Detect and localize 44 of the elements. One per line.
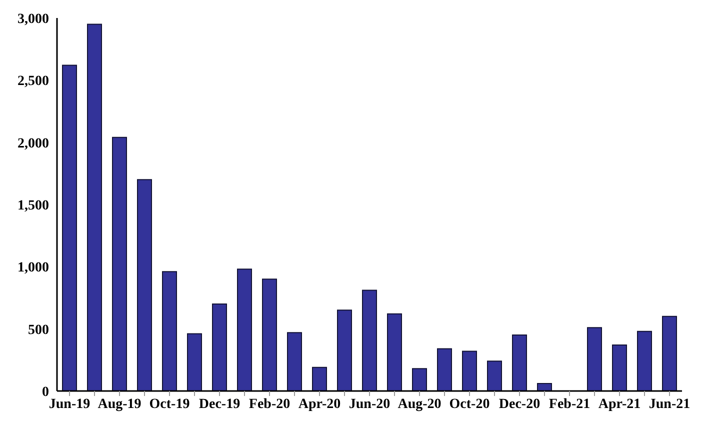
bar bbox=[262, 278, 277, 391]
x-tick-label: Jun-21 bbox=[648, 396, 690, 412]
bar bbox=[87, 24, 102, 391]
x-tick-label: Apr-20 bbox=[298, 396, 341, 412]
bar bbox=[437, 348, 452, 391]
x-tick-label: Feb-20 bbox=[248, 396, 290, 412]
y-tick-label: 1,000 bbox=[18, 260, 49, 276]
x-tick-label: Aug-19 bbox=[98, 396, 142, 412]
bar bbox=[162, 271, 177, 391]
x-tick-label: Jun-19 bbox=[48, 396, 90, 412]
bar bbox=[512, 334, 527, 391]
bar bbox=[112, 136, 127, 391]
x-tick-label: Feb-21 bbox=[548, 396, 590, 412]
y-tick-label: 500 bbox=[28, 322, 49, 338]
x-tick-label: Dec-20 bbox=[498, 396, 540, 412]
bar bbox=[662, 316, 677, 391]
bar bbox=[637, 330, 652, 391]
bar bbox=[387, 313, 402, 391]
bar bbox=[237, 268, 252, 391]
x-tick-label: Apr-21 bbox=[598, 396, 641, 412]
bar bbox=[362, 290, 377, 391]
bar bbox=[537, 383, 552, 391]
bar bbox=[187, 333, 202, 391]
x-tick-label: Jun-20 bbox=[348, 396, 390, 412]
y-tick-label: 1,500 bbox=[18, 198, 49, 214]
bar bbox=[462, 350, 477, 391]
y-tick-label: 3,000 bbox=[18, 12, 49, 27]
bar bbox=[62, 64, 77, 391]
x-tick-label: Oct-19 bbox=[149, 396, 190, 412]
y-tick-label: 2,500 bbox=[18, 74, 49, 90]
y-tick-label: 0 bbox=[42, 384, 49, 400]
x-tick-label: Dec-19 bbox=[198, 396, 240, 412]
bar bbox=[312, 366, 327, 391]
bar bbox=[337, 310, 352, 391]
bar bbox=[287, 332, 302, 391]
x-tick-label: Aug-20 bbox=[398, 396, 442, 412]
y-tick-label: 2,000 bbox=[18, 136, 49, 152]
x-tick-label: Oct-20 bbox=[449, 396, 490, 412]
bar bbox=[212, 303, 227, 391]
bar bbox=[612, 344, 627, 391]
bar bbox=[487, 360, 502, 391]
bar bbox=[137, 179, 152, 391]
bar bbox=[412, 368, 427, 391]
bar bbox=[587, 327, 602, 391]
